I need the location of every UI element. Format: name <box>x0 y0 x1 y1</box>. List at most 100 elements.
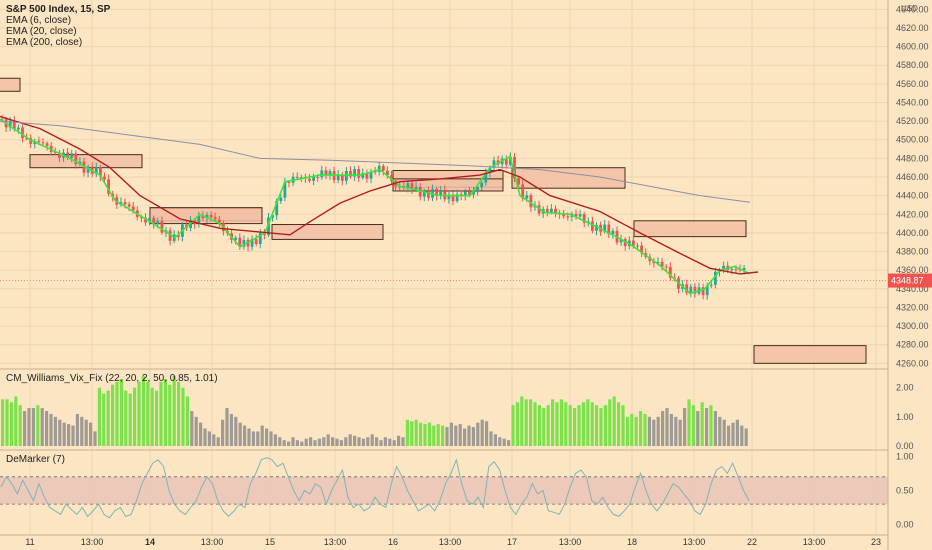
vix-fix-bar <box>5 399 9 446</box>
symbol-title[interactable]: S&P 500 Index, 15, SP <box>6 4 111 15</box>
candle-body <box>529 195 533 208</box>
vix-fix-bars <box>1 376 748 446</box>
time-tick-label: 22 <box>747 537 757 547</box>
vix-fix-bar <box>511 405 515 446</box>
ema20-legend[interactable]: EMA (20, close) <box>6 26 77 37</box>
vix-fix-bar <box>199 422 203 446</box>
candle-body <box>144 217 147 223</box>
candle-body <box>582 214 586 223</box>
candle-body <box>340 174 344 181</box>
vix-fix-bar <box>269 431 273 446</box>
vix-fix-bar <box>564 402 568 446</box>
vix-fix-bar <box>542 408 546 446</box>
vix-fix-bar <box>727 425 731 446</box>
vix-fix-bar <box>735 419 739 446</box>
candle-body <box>390 175 393 181</box>
vix-fix-bar <box>731 422 735 446</box>
demarker-title: DeMarker (7) <box>6 454 65 465</box>
vix-fix-bar <box>23 411 27 446</box>
price-tick-label: 4320.00 <box>896 302 929 312</box>
vix-fix-bar <box>353 435 357 446</box>
vix-fix-bar <box>111 384 115 446</box>
vix-fix-bar <box>696 411 700 446</box>
vix-fix-bar <box>612 396 616 446</box>
vix-fix-bar <box>441 425 445 446</box>
vix-fix-bar <box>480 419 484 446</box>
vix-fix-bar <box>568 405 572 446</box>
vix-fix-bar <box>427 422 431 446</box>
time-tick-label: 17 <box>507 537 517 547</box>
ema20-line <box>0 115 759 275</box>
candle-body <box>455 194 459 202</box>
vix-axis-label: 2.00 <box>896 383 914 393</box>
vix-fix-bar <box>119 378 123 446</box>
vix-fix-bar <box>344 437 348 446</box>
vix-fix-bar <box>203 428 207 446</box>
vix-fix-bar <box>304 438 308 446</box>
candle-body <box>574 213 578 217</box>
vix-fix-bar <box>163 378 167 446</box>
demarker-legend[interactable]: DeMarker (7) <box>6 454 65 465</box>
demarker-plot <box>0 457 888 519</box>
price-tick-label: 4480.00 <box>896 153 929 163</box>
vix-fix-bar <box>146 381 150 446</box>
ema6-legend[interactable]: EMA (6, close) <box>6 15 72 26</box>
ema200-legend[interactable]: EMA (200, close) <box>6 37 83 48</box>
candle-body <box>480 182 484 188</box>
candle-body <box>488 167 492 173</box>
price-tick-label: 4380.00 <box>896 247 929 257</box>
candle-body <box>156 221 160 225</box>
candle-body <box>213 217 217 220</box>
time-tick-label: 13:00 <box>81 537 104 547</box>
candle-body <box>734 269 738 271</box>
candle-body <box>201 215 205 219</box>
vix-fix-bar <box>45 411 49 446</box>
vix-fix-bar <box>335 438 339 446</box>
candle-body <box>406 183 410 189</box>
vix-fix-bar <box>137 381 141 446</box>
candle-body <box>550 208 553 213</box>
vix-fix-bar <box>687 399 691 446</box>
main-legend: S&P 500 Index, 15, SP EMA (6, close) EMA… <box>6 4 110 48</box>
vix-fix-bar <box>388 438 392 446</box>
candle-body <box>451 194 455 202</box>
candle-body <box>365 173 369 179</box>
vix-fix-bar <box>559 399 563 446</box>
candle-body <box>127 204 131 207</box>
time-tick-label: 13:00 <box>439 537 462 547</box>
candle-body <box>353 169 356 177</box>
candle-body <box>492 160 496 168</box>
candle-body <box>603 224 607 232</box>
candle-body <box>324 170 328 176</box>
vix-fix-bar <box>159 381 163 446</box>
vix-fix-bar <box>185 396 189 446</box>
vix-fix-bar <box>265 428 269 446</box>
vix-fix-bar <box>713 411 717 446</box>
candle-body <box>443 190 447 200</box>
candle-body <box>25 138 28 140</box>
currency-label: USD <box>901 4 918 13</box>
vix-fix-bar <box>674 416 678 446</box>
candle-body <box>369 171 373 179</box>
candle-body <box>94 167 98 174</box>
vix-fix-bar <box>247 428 251 446</box>
price-tick-label: 4300.00 <box>896 321 929 331</box>
vix-fix-bar <box>141 376 145 446</box>
vix-fix-bar <box>537 405 541 446</box>
vix-fix-bar <box>524 399 528 446</box>
vix-fix-legend[interactable]: CM_Williams_Vix_Fix (22, 20, 2, 50, 0.85… <box>6 373 218 384</box>
price-tick-label: 4280.00 <box>896 340 929 350</box>
vix-fix-bar <box>551 399 555 446</box>
vix-fix-bar <box>155 390 159 446</box>
candle-body <box>373 171 377 173</box>
vix-fix-bar <box>630 413 634 446</box>
price-tick-label: 4400.00 <box>896 228 929 238</box>
candle-body <box>242 239 246 247</box>
candle-body <box>361 173 365 178</box>
candle-body <box>168 230 172 241</box>
candle-body <box>595 224 598 231</box>
demarker-axis-label: 0.00 <box>896 520 914 530</box>
candle-body <box>656 261 660 264</box>
